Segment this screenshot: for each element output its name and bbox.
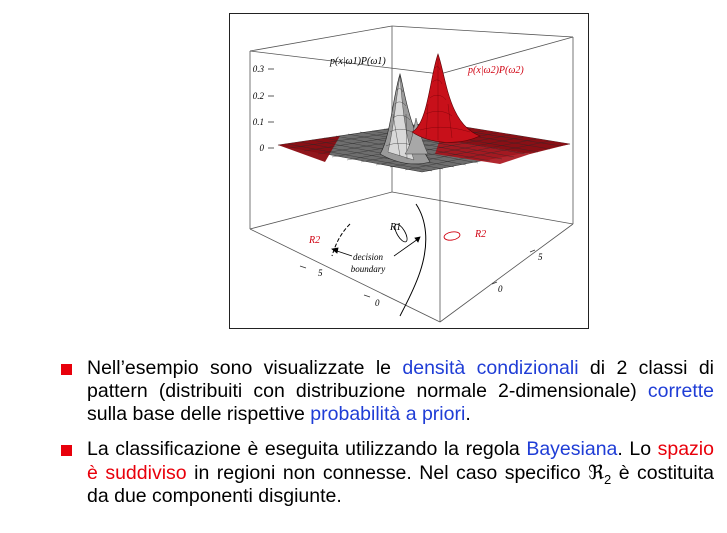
bullet-text: Nell’esempio sono visualizzate le [87,357,403,379]
bullet-text: è costituita da due componenti disgiunte… [87,462,714,507]
class1-peak [379,72,431,165]
highlight-term: corrette [647,380,714,402]
z-tick-label: 0.1 [253,117,264,127]
z-axis-tick-marks [268,68,274,149]
bullet-text: . [465,403,471,425]
class2-label: p(x|ω2)P(ω2) [467,65,524,76]
figure-drawing: 0.3 0.2 0.1 0 [249,25,574,323]
bullet-text: in regioni non connesse. Nel caso specif… [186,462,589,484]
bullet-square-icon [61,364,72,375]
decision-arrows [331,236,421,257]
region-r2-left-label: R2 [308,235,320,246]
highlight-term: Bayesiana [526,438,618,460]
z-tick-label: 0.2 [253,91,265,101]
decision-label-line2: boundary [351,264,386,274]
region-symbol: ℜ [588,461,604,484]
decision-boundary [331,203,427,317]
bullet-item-1: Nell’esempio sono visualizzate le densit… [60,357,714,426]
decision-label-line1: decision [353,252,383,262]
class2-contour [443,231,461,241]
highlight-term: spazio è suddiviso [87,438,714,484]
region-symbol-subscript: 2 [603,471,612,487]
left-axis-tick-label: 5 [318,268,323,278]
box-edges [249,25,574,323]
bayes-3d-figure: 0.3 0.2 0.1 0 [229,13,589,329]
highlight-term: densità condizionali [402,357,579,379]
bullet-item-2: La classificazione è eseguita utilizzand… [60,438,714,508]
bullet-list: Nell’esempio sono visualizzate le densit… [60,357,714,520]
right-axis-tick-label: 5 [538,252,543,262]
class1-contour [394,223,408,243]
bullet-text: . Lo [617,438,658,460]
highlight-term: probabilità a priori [310,403,466,425]
class2-peak [411,53,481,143]
z-tick-label: 0 [260,143,265,153]
bullet-square-icon [61,445,72,456]
bullet-text: La classificazione è eseguita utilizzand… [87,438,527,460]
bullet-text: sulla base delle rispettive [87,403,311,425]
floor-axis-ticks [299,249,536,298]
left-axis-tick-label: 0 [375,298,380,308]
z-tick-label: 0.3 [253,64,265,74]
bullet-text: di 2 classi di pattern (distribuiti con … [87,357,714,402]
region-r2-right-label: R2 [474,229,486,240]
region-r1-label: R1 [389,222,401,233]
class1-label: p(x|ω1)P(ω1) [329,56,386,67]
right-axis-tick-label: 0 [498,284,503,294]
